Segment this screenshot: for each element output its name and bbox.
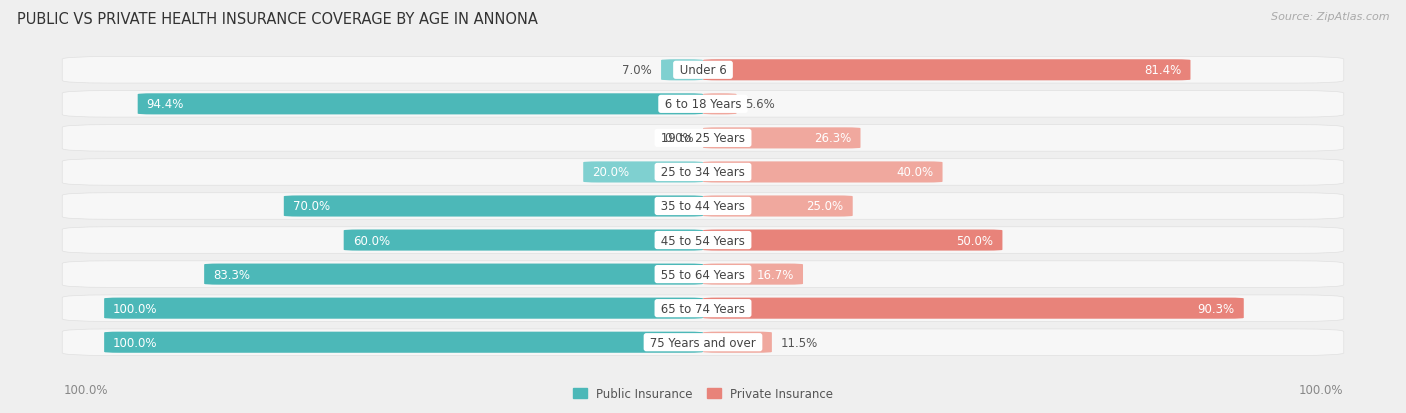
Text: 81.4%: 81.4% [1144,64,1181,77]
Text: PUBLIC VS PRIVATE HEALTH INSURANCE COVERAGE BY AGE IN ANNONA: PUBLIC VS PRIVATE HEALTH INSURANCE COVER… [17,12,537,27]
FancyBboxPatch shape [62,159,1344,186]
Legend: Public Insurance, Private Insurance: Public Insurance, Private Insurance [568,382,838,405]
FancyBboxPatch shape [343,230,703,251]
Text: 35 to 44 Years: 35 to 44 Years [657,200,749,213]
Text: 25.0%: 25.0% [807,200,844,213]
Text: 5.6%: 5.6% [745,98,775,111]
FancyBboxPatch shape [62,57,1344,84]
FancyBboxPatch shape [62,295,1344,322]
FancyBboxPatch shape [703,162,942,183]
FancyBboxPatch shape [703,94,737,115]
FancyBboxPatch shape [703,332,772,353]
Text: 100.0%: 100.0% [1298,384,1343,396]
Text: 7.0%: 7.0% [623,64,652,77]
Text: 100.0%: 100.0% [112,336,157,349]
FancyBboxPatch shape [661,60,703,81]
Text: 65 to 74 Years: 65 to 74 Years [657,302,749,315]
FancyBboxPatch shape [138,94,703,115]
FancyBboxPatch shape [703,264,803,285]
Text: 45 to 54 Years: 45 to 54 Years [657,234,749,247]
Text: 90.3%: 90.3% [1198,302,1234,315]
FancyBboxPatch shape [62,91,1344,118]
FancyBboxPatch shape [104,298,703,319]
Text: 83.3%: 83.3% [214,268,250,281]
Text: 0.0%: 0.0% [665,132,695,145]
Text: 26.3%: 26.3% [814,132,852,145]
Text: 70.0%: 70.0% [292,200,330,213]
Text: Source: ZipAtlas.com: Source: ZipAtlas.com [1271,12,1389,22]
FancyBboxPatch shape [703,298,1244,319]
Text: 94.4%: 94.4% [146,98,184,111]
Text: 16.7%: 16.7% [756,268,794,281]
FancyBboxPatch shape [62,329,1344,356]
FancyBboxPatch shape [703,196,852,217]
FancyBboxPatch shape [62,193,1344,220]
FancyBboxPatch shape [104,332,703,353]
Text: 6 to 18 Years: 6 to 18 Years [661,98,745,111]
Text: 40.0%: 40.0% [897,166,934,179]
FancyBboxPatch shape [62,227,1344,254]
FancyBboxPatch shape [204,264,703,285]
FancyBboxPatch shape [703,230,1002,251]
Text: 11.5%: 11.5% [780,336,818,349]
FancyBboxPatch shape [583,162,703,183]
Text: Under 6: Under 6 [676,64,730,77]
Text: 25 to 34 Years: 25 to 34 Years [657,166,749,179]
FancyBboxPatch shape [703,60,1191,81]
FancyBboxPatch shape [62,125,1344,152]
FancyBboxPatch shape [284,196,703,217]
Text: 75 Years and over: 75 Years and over [647,336,759,349]
Text: 100.0%: 100.0% [63,384,108,396]
Text: 55 to 64 Years: 55 to 64 Years [657,268,749,281]
Text: 60.0%: 60.0% [353,234,389,247]
Text: 50.0%: 50.0% [956,234,994,247]
FancyBboxPatch shape [703,128,860,149]
FancyBboxPatch shape [62,261,1344,288]
Text: 19 to 25 Years: 19 to 25 Years [657,132,749,145]
Text: 100.0%: 100.0% [112,302,157,315]
Text: 20.0%: 20.0% [592,166,630,179]
